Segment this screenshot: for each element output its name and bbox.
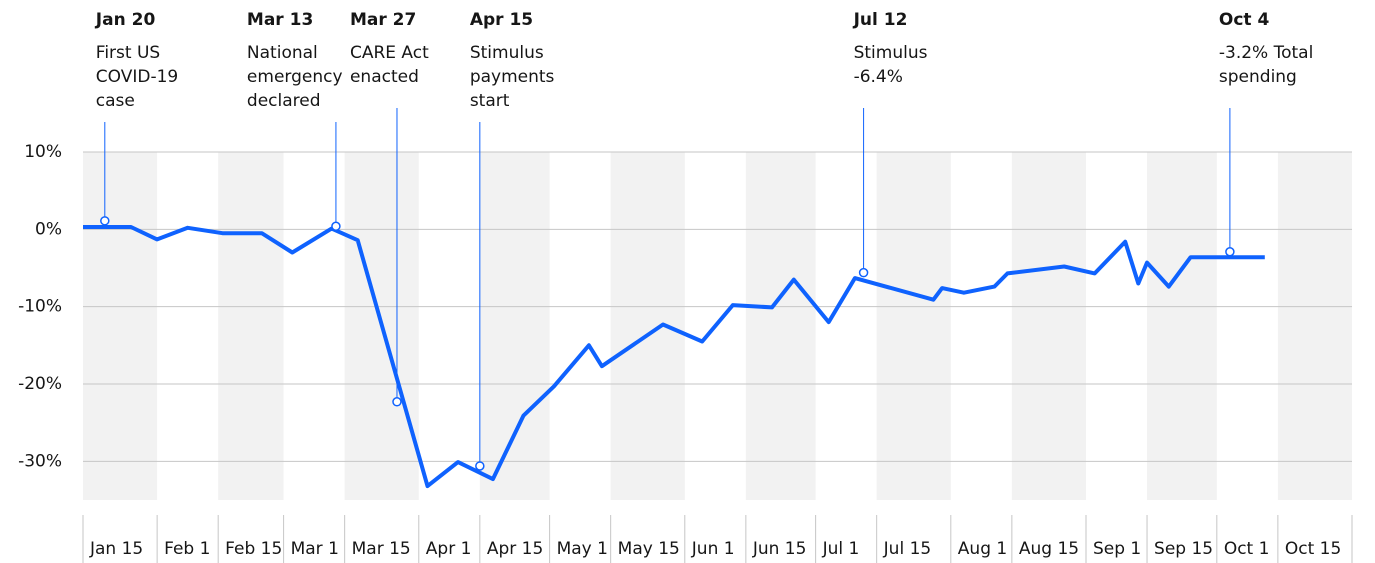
x-tick-label: Apr 15: [487, 539, 543, 559]
annotation-text: Stimulus: [470, 43, 544, 63]
annotation-marker: [475, 461, 485, 471]
annotation-marker: [331, 221, 341, 231]
x-tick-label: Oct 1: [1224, 539, 1270, 559]
annotation-marker: [858, 267, 869, 278]
annotation-text: CARE Act: [350, 43, 429, 63]
annotation-text: enacted: [350, 67, 419, 87]
x-tick-label: Jun 1: [691, 539, 735, 559]
band: [1277, 152, 1352, 500]
band: [610, 152, 685, 500]
annotation-text: -3.2% Total: [1219, 43, 1313, 63]
y-tick-label: 0%: [35, 219, 62, 239]
band: [745, 152, 816, 500]
annotation-date: Jul 12: [853, 10, 908, 30]
annotation-text: declared: [247, 91, 321, 111]
line: [83, 225, 1265, 489]
x-tick-label: Aug 1: [958, 539, 1007, 559]
annotation-text: First US: [96, 43, 160, 63]
y-tick-label: -20%: [18, 374, 62, 394]
x-tick-label: Aug 15: [1019, 539, 1079, 559]
annotation-text: start: [470, 91, 510, 111]
annotation-date: Jan 20: [95, 10, 156, 30]
x-tick-label: Mar 15: [352, 539, 411, 559]
x-tick-label: Sep 15: [1154, 539, 1213, 559]
x-tick-label: Jul 1: [822, 539, 860, 559]
x-tick-label: Feb 15: [225, 539, 282, 559]
annotation-marker: [392, 397, 402, 407]
y-tick-label: -30%: [18, 451, 62, 471]
x-tick-label: May 1: [557, 539, 608, 559]
annotation-text: -6.4%: [854, 67, 903, 87]
annotation-text: spending: [1219, 67, 1297, 87]
band: [83, 152, 158, 500]
x-tick-label: Oct 15: [1285, 539, 1341, 559]
annotation-date: Mar 27: [350, 10, 416, 30]
x-tick-label: Jun 15: [752, 539, 807, 559]
band: [876, 152, 951, 500]
annotation-text: emergency: [247, 67, 343, 87]
band: [218, 152, 284, 500]
x-tick-label: Feb 1: [164, 539, 210, 559]
band: [1011, 152, 1086, 500]
x-tick-label: Apr 1: [426, 539, 472, 559]
annotation-text: COVID-19: [96, 67, 178, 87]
x-tick-label: May 15: [618, 539, 680, 559]
x-tick-label: Jan 15: [89, 539, 143, 559]
annotation-date: Oct 4: [1219, 10, 1270, 30]
band: [479, 152, 550, 500]
y-tick-label: 10%: [24, 142, 62, 162]
annotation-date: Mar 13: [247, 10, 313, 30]
annotation-text: National: [247, 43, 318, 63]
x-tick-label: Sep 1: [1093, 539, 1141, 559]
annotation-marker: [100, 216, 110, 226]
annotation-text: case: [96, 91, 135, 111]
band: [1147, 152, 1217, 500]
x-tick-label: Mar 1: [291, 539, 339, 559]
y-tick-label: -10%: [18, 297, 62, 317]
annotation-marker: [1225, 247, 1235, 257]
annotation-text: payments: [470, 67, 555, 87]
annotation-text: Stimulus: [854, 43, 928, 63]
annotation-date: Apr 15: [470, 10, 533, 30]
x-tick-label: Jul 15: [883, 539, 932, 559]
